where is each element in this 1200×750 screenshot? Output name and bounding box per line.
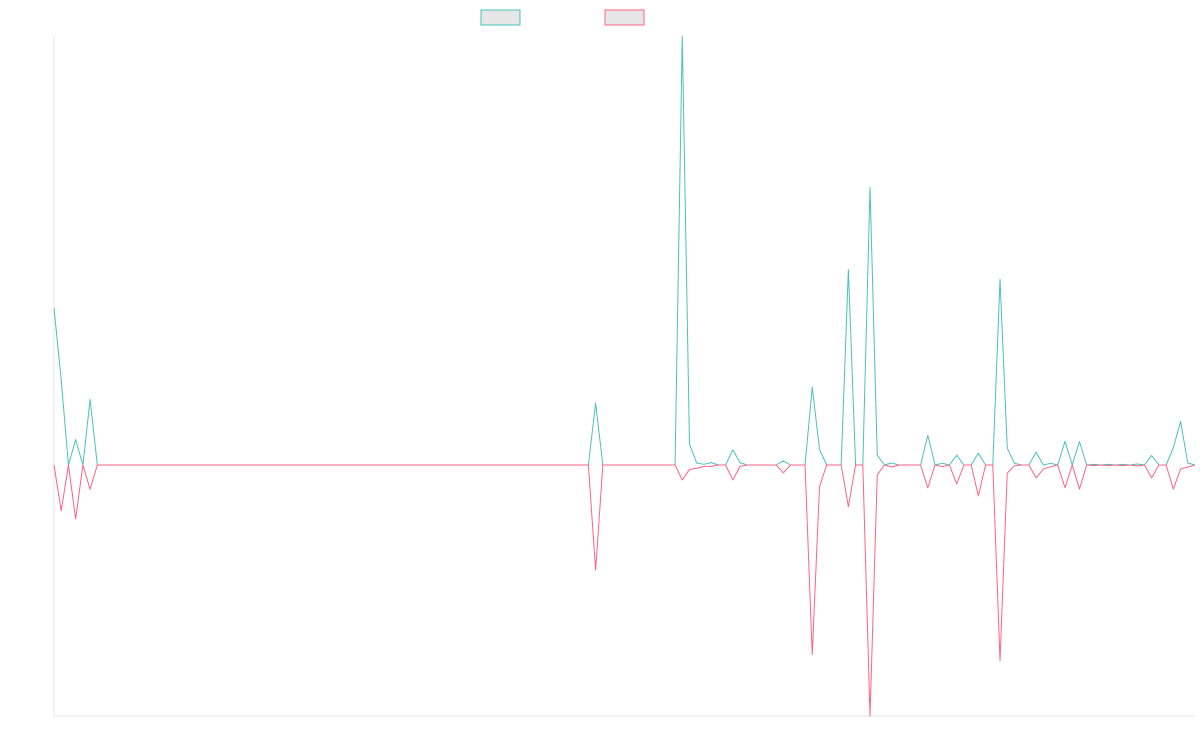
legend-item[interactable] <box>604 9 645 26</box>
plot-area <box>53 35 1196 717</box>
series-line-2 <box>53 464 1196 717</box>
legend-item[interactable] <box>480 9 521 26</box>
series-points-2 <box>54 465 1195 716</box>
legend <box>480 9 645 26</box>
legend-swatch[interactable] <box>480 9 521 26</box>
series-line-1 <box>53 35 1196 466</box>
legend-swatch[interactable] <box>604 9 645 26</box>
axes <box>53 36 1195 717</box>
series-points-1 <box>54 36 1195 465</box>
